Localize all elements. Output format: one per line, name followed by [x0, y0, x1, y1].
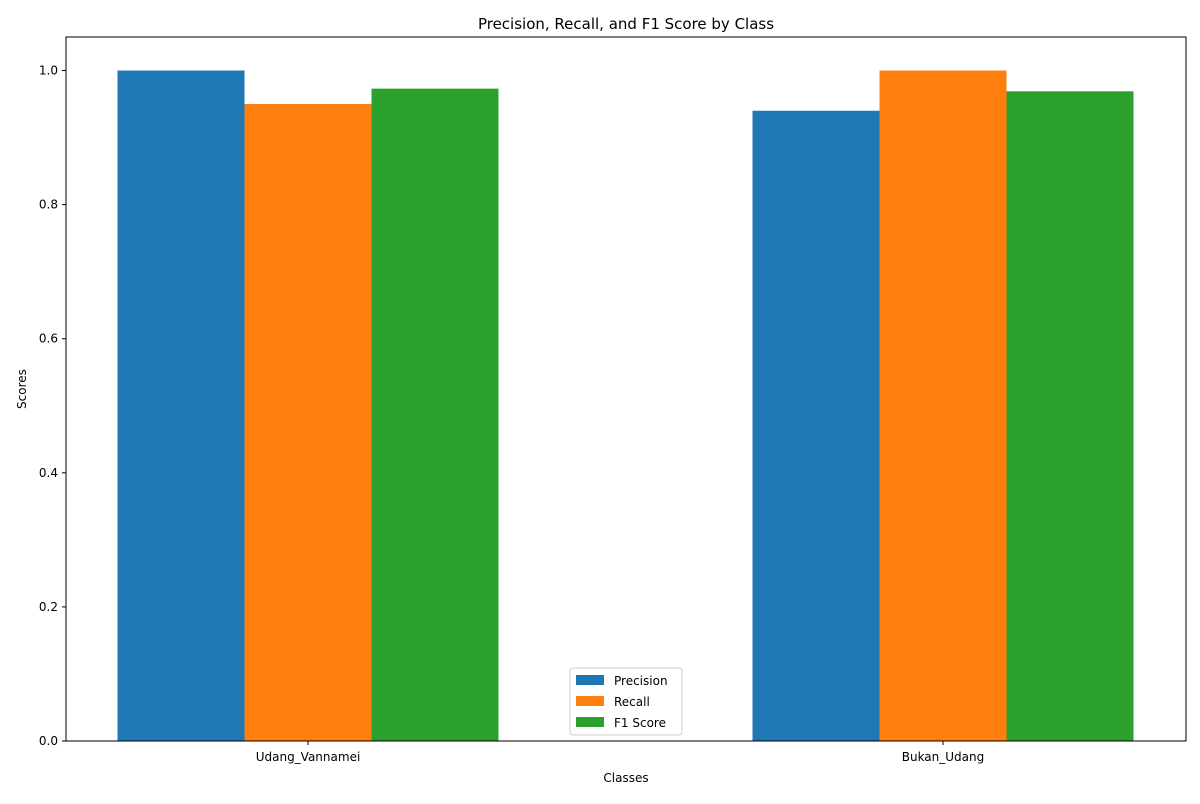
legend-swatch: [576, 717, 604, 727]
y-tick-label: 0.8: [39, 198, 58, 212]
x-axis: Udang_Vannamei Bukan_Udang: [256, 741, 985, 764]
legend-swatch: [576, 696, 604, 706]
legend-label: F1 Score: [614, 716, 666, 730]
x-axis-label: Classes: [603, 771, 648, 785]
legend-label: Precision: [614, 674, 668, 688]
y-tick-label: 0.4: [39, 466, 58, 480]
bar: [879, 70, 1007, 742]
y-tick-label: 0.0: [39, 734, 58, 748]
plot-frame: [65, 36, 1187, 742]
y-tick-label: 1.0: [39, 64, 58, 78]
bar: [371, 88, 499, 742]
legend-swatch: [576, 675, 604, 685]
y-axis-label: Scores: [15, 369, 29, 409]
y-tick-label: 0.2: [39, 600, 58, 614]
bar: [244, 104, 372, 742]
chart-title: Precision, Recall, and F1 Score by Class: [478, 15, 774, 33]
x-tick-label: Bukan_Udang: [902, 750, 985, 764]
bar: [1006, 91, 1134, 741]
legend: Precision Recall F1 Score: [569, 667, 683, 736]
bars-layer: [117, 70, 1134, 742]
bar: [752, 110, 880, 741]
bar: [117, 70, 245, 742]
y-tick-label: 0.6: [39, 332, 58, 346]
y-axis: 0.0 0.2 0.4 0.6 0.8 1.0: [39, 64, 66, 748]
x-tick-label: Udang_Vannamei: [256, 750, 361, 764]
legend-label: Recall: [614, 695, 650, 709]
